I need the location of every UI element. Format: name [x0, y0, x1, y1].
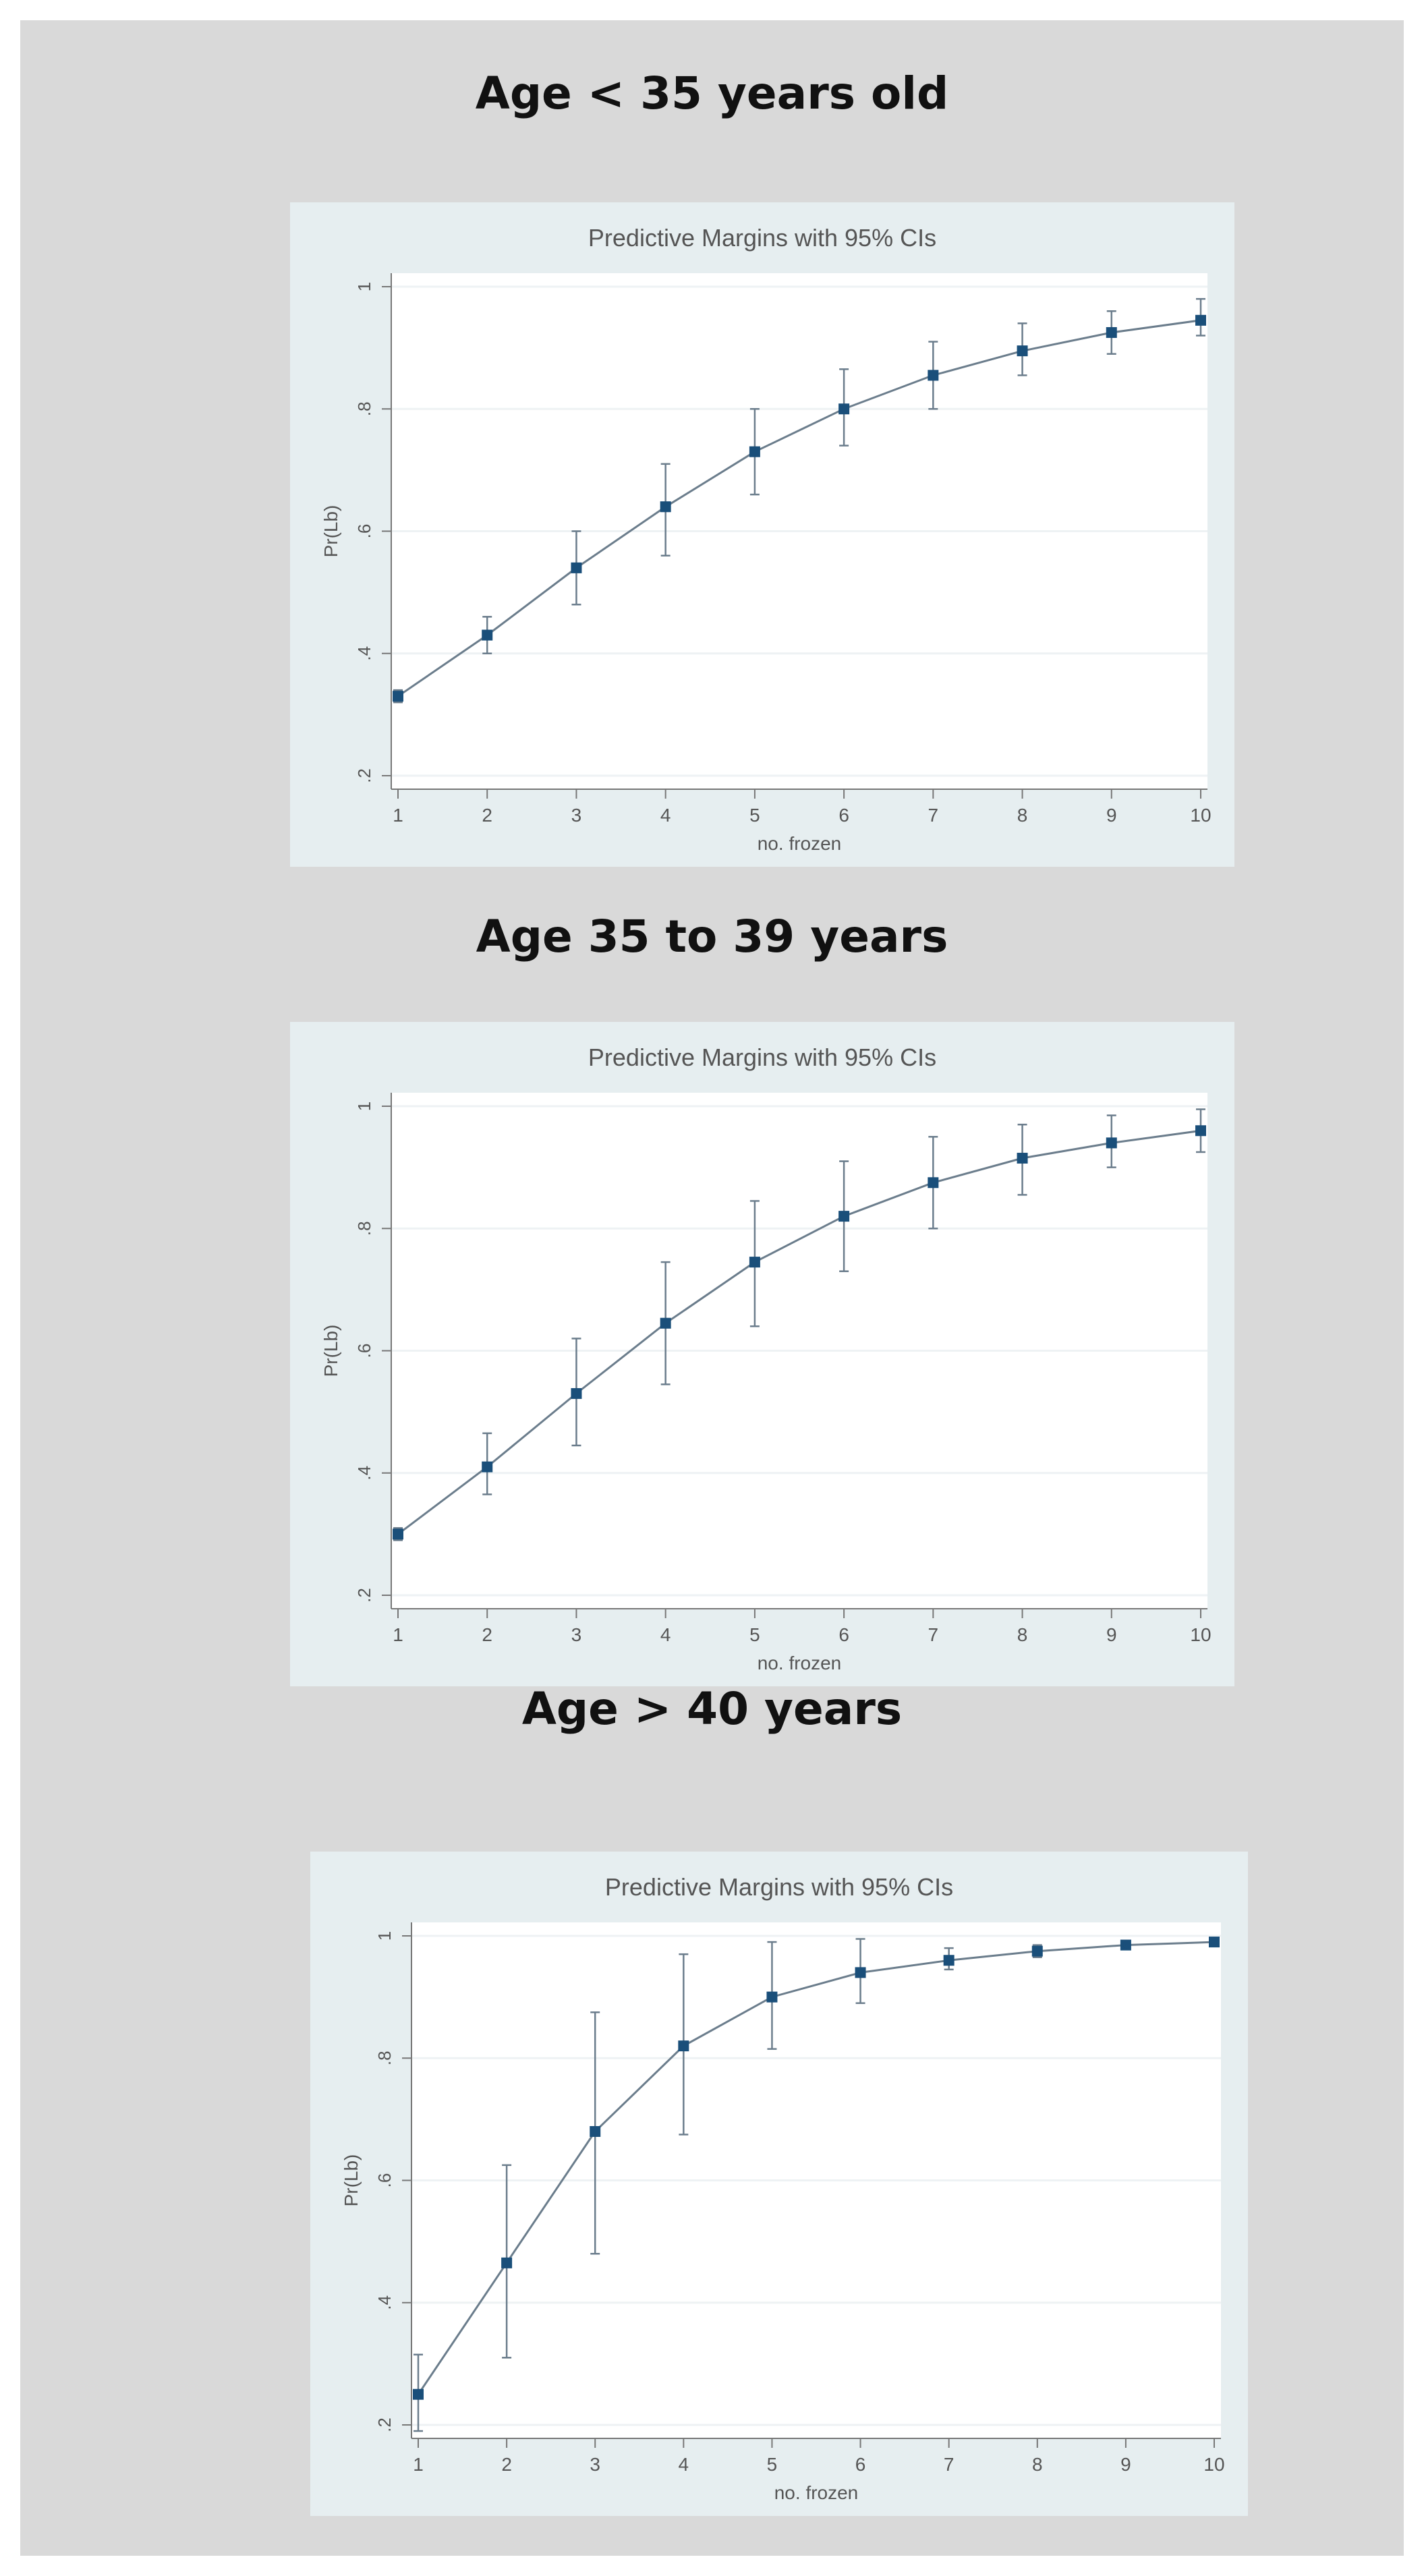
data-point: [482, 629, 493, 641]
chart-age-under-35: Predictive Margins with 95% CIs .2 .4 .6 .8 1…: [320, 224, 1212, 854]
data-point: [393, 691, 403, 702]
x-tick-label: 7: [928, 1624, 939, 1645]
data-point: [1195, 1125, 1206, 1137]
x-tick-label: 4: [660, 805, 671, 826]
x-tick-label: 4: [679, 2454, 689, 2475]
series-line: [397, 1129, 1201, 1535]
x-tick-label: 8: [1032, 2454, 1043, 2475]
data-point: [660, 1317, 671, 1329]
series-line: [417, 1941, 1215, 2395]
x-tick-label: 6: [838, 1624, 849, 1645]
chart-age-35-39: Predictive Margins with 95% CIs .2 .4 .6 .8 1…: [320, 1043, 1212, 1673]
x-tick-label: 10: [1190, 1624, 1211, 1645]
x-tick-label: 3: [590, 2454, 600, 2475]
x-tick-label: 9: [1106, 1624, 1117, 1645]
x-tick-label: 7: [944, 2454, 955, 2475]
y-axis-label: Pr(Lb): [341, 2154, 362, 2207]
x-tick-label: 6: [838, 805, 849, 826]
data-point: [501, 2257, 513, 2268]
y-tick-label: .2: [374, 2417, 395, 2432]
y-tick-label: 1: [374, 1931, 395, 1941]
figure-canvas: Age < 35 years old Predictive Margins wi…: [20, 20, 1404, 2556]
x-tick-label: 8: [1017, 1624, 1028, 1645]
series-line: [397, 319, 1201, 697]
y-tick-label: .2: [354, 1588, 374, 1603]
x-tick-label: 3: [571, 805, 582, 826]
x-tick-label: 10: [1203, 2454, 1224, 2475]
heading-age-under-35: Age < 35 years old: [475, 67, 949, 119]
y-tick-label: .8: [354, 1221, 374, 1236]
chart-age-over-40: Predictive Margins with 95% CIs .2 .4 .6 .8 1…: [341, 1873, 1225, 2503]
data-point: [482, 1461, 493, 1472]
x-tick-label: 10: [1190, 805, 1211, 826]
chart-panel-age-under-35: Predictive Margins with 95% CIs .2 .4 .6 .8 1…: [290, 202, 1234, 867]
data-point: [749, 1257, 760, 1268]
x-tick-label: 4: [660, 1624, 671, 1645]
y-tick-label: .4: [374, 2295, 395, 2310]
chart-title: Predictive Margins with 95% CIs: [605, 1873, 953, 1901]
x-tick-label: 5: [749, 1624, 760, 1645]
data-point: [678, 2040, 689, 2052]
chart-panel-age-over-40: Predictive Margins with 95% CIs .2 .4 .6 .8 1…: [310, 1852, 1248, 2516]
data-point: [1209, 1937, 1220, 1948]
x-tick-label: 5: [749, 805, 760, 826]
x-tick-label: 9: [1106, 805, 1117, 826]
data-point: [838, 1211, 850, 1222]
data-point: [413, 2388, 424, 2400]
x-tick-label: 7: [928, 805, 939, 826]
data-point: [1120, 1939, 1131, 1951]
data-point: [1017, 345, 1028, 357]
data-point: [749, 446, 760, 457]
data-point: [1031, 1945, 1043, 1957]
chart-title: Predictive Margins with 95% CIs: [588, 224, 936, 252]
data-point: [838, 403, 850, 415]
x-tick-label: 1: [413, 2454, 424, 2475]
data-point: [393, 1528, 403, 1540]
x-tick-label: 2: [482, 805, 492, 826]
y-tick-label: .6: [354, 1344, 374, 1358]
data-point: [928, 1177, 939, 1189]
y-axis-label: Pr(Lb): [320, 505, 341, 558]
y-tick-label: .2: [354, 768, 374, 783]
y-tick-label: .6: [374, 2173, 395, 2188]
data-point: [571, 562, 582, 573]
x-tick-label: 1: [393, 805, 403, 826]
x-tick-label: 2: [482, 1624, 492, 1645]
y-tick-label: .4: [354, 1466, 374, 1481]
data-point: [766, 1991, 778, 2003]
data-point: [571, 1387, 582, 1399]
y-tick-label: 1: [354, 282, 374, 291]
data-point: [928, 370, 939, 381]
x-axis-label: no. frozen: [758, 833, 842, 854]
y-tick-label: .8: [354, 401, 374, 416]
x-tick-label: 2: [501, 2454, 512, 2475]
x-tick-label: 8: [1017, 805, 1028, 826]
data-point: [1017, 1153, 1028, 1164]
x-tick-label: 6: [855, 2454, 866, 2475]
chart-panel-age-35-39: Predictive Margins with 95% CIs .2 .4 .6 .8 1…: [290, 1022, 1234, 1686]
data-point: [1106, 326, 1117, 338]
data-point: [590, 2126, 601, 2137]
x-axis-label: no. frozen: [758, 1653, 842, 1673]
heading-age-35-39: Age 35 to 39 years: [476, 911, 948, 963]
y-tick-label: .6: [354, 524, 374, 539]
data-point: [1106, 1137, 1117, 1149]
data-point: [943, 1955, 955, 1966]
data-point: [1195, 314, 1206, 326]
data-point: [855, 1967, 866, 1978]
y-axis-label: Pr(Lb): [320, 1325, 341, 1377]
heading-age-over-40: Age > 40 years: [521, 1683, 903, 1735]
y-tick-label: .8: [374, 2051, 395, 2065]
x-axis-label: no. frozen: [774, 2482, 859, 2503]
x-tick-label: 1: [393, 1624, 403, 1645]
x-tick-label: 5: [767, 2454, 778, 2475]
chart-title: Predictive Margins with 95% CIs: [588, 1043, 936, 1071]
y-tick-label: 1: [354, 1101, 374, 1111]
y-tick-label: .4: [354, 646, 374, 661]
x-tick-label: 3: [571, 1624, 582, 1645]
data-point: [660, 501, 671, 513]
x-tick-label: 9: [1120, 2454, 1131, 2475]
